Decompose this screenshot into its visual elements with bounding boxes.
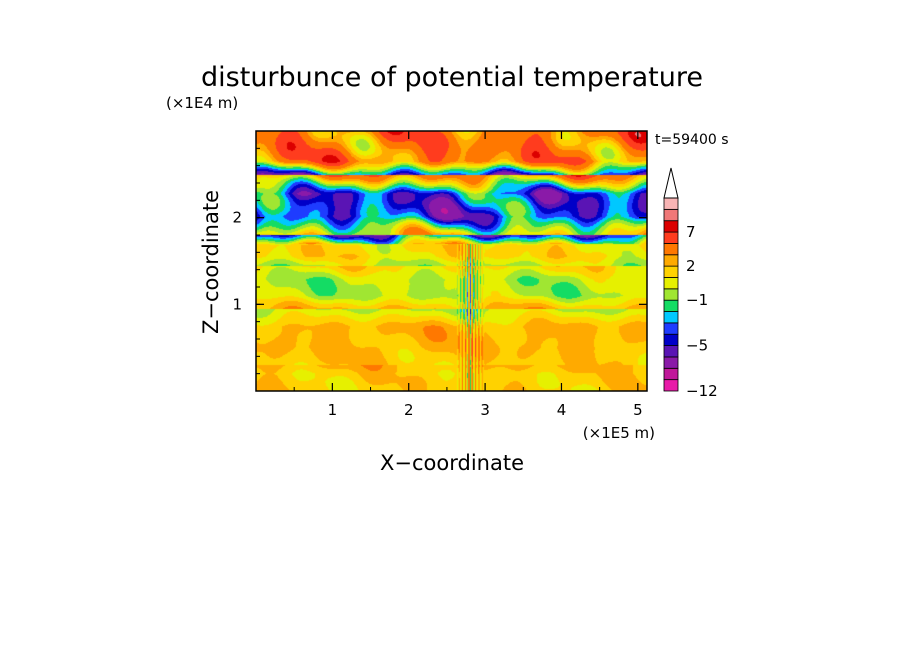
x-axis-label: X−coordinate	[380, 451, 524, 475]
colorbar-swatch	[663, 231, 679, 244]
colorbar-tick-label: 2	[686, 257, 696, 275]
x-tick-label: 5	[633, 401, 643, 419]
y-tick-label: 2	[232, 209, 242, 227]
colorbar-swatch	[663, 311, 679, 324]
colorbar-swatch	[663, 208, 679, 222]
colorbar-swatch	[663, 254, 679, 267]
colorbar-tick-label: −1	[686, 291, 708, 309]
time-label: t=59400 s	[655, 132, 729, 148]
colorbar-swatch	[663, 379, 679, 392]
y-unit-label: (×1E4 m)	[166, 94, 238, 112]
x-unit-label: (×1E5 m)	[583, 424, 655, 442]
x-tick-label: 2	[404, 401, 414, 419]
colorbar-swatch	[663, 333, 679, 346]
chart-title: disturbunce of potential temperature	[201, 62, 703, 93]
plot-frame	[255, 130, 648, 392]
colorbar-tick-label: 7	[686, 223, 696, 241]
colorbar-swatch	[663, 367, 679, 381]
colorbar-swatch	[663, 243, 679, 256]
colorbar-tick-label: −12	[686, 382, 718, 400]
colorbar-swatch	[663, 220, 679, 233]
colorbar-swatch	[663, 265, 679, 278]
y-tick-label: 1	[232, 295, 242, 313]
colorbar-swatch	[663, 277, 679, 290]
axes: 1 2 3 4 5 1 2	[232, 131, 647, 419]
x-tick-label: 1	[328, 401, 338, 419]
colorbar-extend-arrow	[663, 167, 679, 199]
colorbar-tick-label: −5	[686, 337, 708, 355]
colorbar-swatch	[663, 345, 679, 358]
colorbar-swatch	[663, 356, 679, 369]
x-tick-label: 3	[480, 401, 490, 419]
colorbar-swatch	[663, 197, 679, 210]
plot-area	[256, 131, 647, 391]
x-tick-label: 4	[557, 401, 567, 419]
colorbar: 7 2 −1 −5 −12	[663, 167, 718, 400]
contour-field	[256, 131, 647, 391]
colorbar-swatch	[663, 288, 679, 301]
colorbar-swatch	[663, 299, 679, 312]
colorbar-swatch	[663, 322, 679, 335]
y-axis-label: Z−coordinate	[199, 190, 223, 334]
